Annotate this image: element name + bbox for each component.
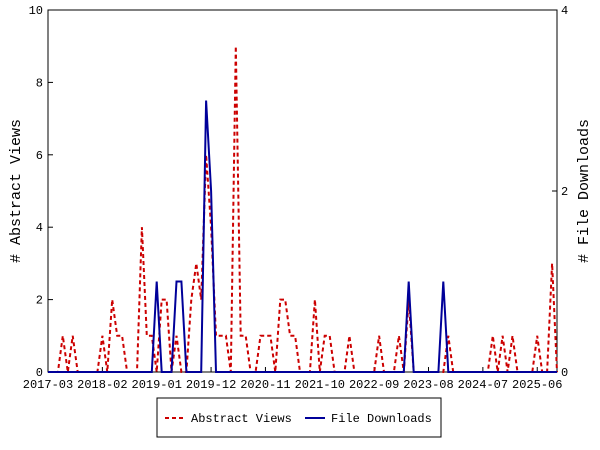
- y2-axis-title: # File Downloads: [576, 119, 593, 263]
- series-line: [48, 100, 557, 373]
- series-line: [48, 46, 558, 373]
- x-tick-label: 2019-12: [186, 378, 236, 392]
- x-tick-label: 2021-10: [295, 378, 345, 392]
- y-tick-label: 8: [36, 76, 43, 90]
- legend-box: [156, 397, 442, 438]
- y-tick-label: 2: [36, 294, 43, 308]
- plot-frame: [47, 9, 558, 373]
- x-tick-label: 2022-09: [349, 378, 399, 392]
- y-tick-label: 4: [36, 221, 43, 235]
- x-tick-label: 2025-06: [512, 378, 562, 392]
- x-tick-label: 2023-08: [403, 378, 453, 392]
- x-tick-label: 2019-01: [132, 378, 182, 392]
- y-tick-label: 10: [29, 4, 43, 18]
- legend-label: File Downloads: [331, 412, 432, 426]
- y-tick-label: 6: [36, 149, 43, 163]
- y2-tick-label: 4: [561, 4, 568, 18]
- x-tick-label: 2017-03: [23, 378, 73, 392]
- x-tick-label: 2020-11: [240, 378, 290, 392]
- x-tick-label: 2018-02: [77, 378, 127, 392]
- y2-tick-label: 2: [561, 185, 568, 199]
- legend-label: Abstract Views: [191, 412, 292, 426]
- y2-tick-label: 0: [561, 366, 568, 380]
- y-tick-label: 0: [36, 366, 43, 380]
- y-axis-title: # Abstract Views: [8, 119, 25, 263]
- x-tick-label: 2024-07: [458, 378, 508, 392]
